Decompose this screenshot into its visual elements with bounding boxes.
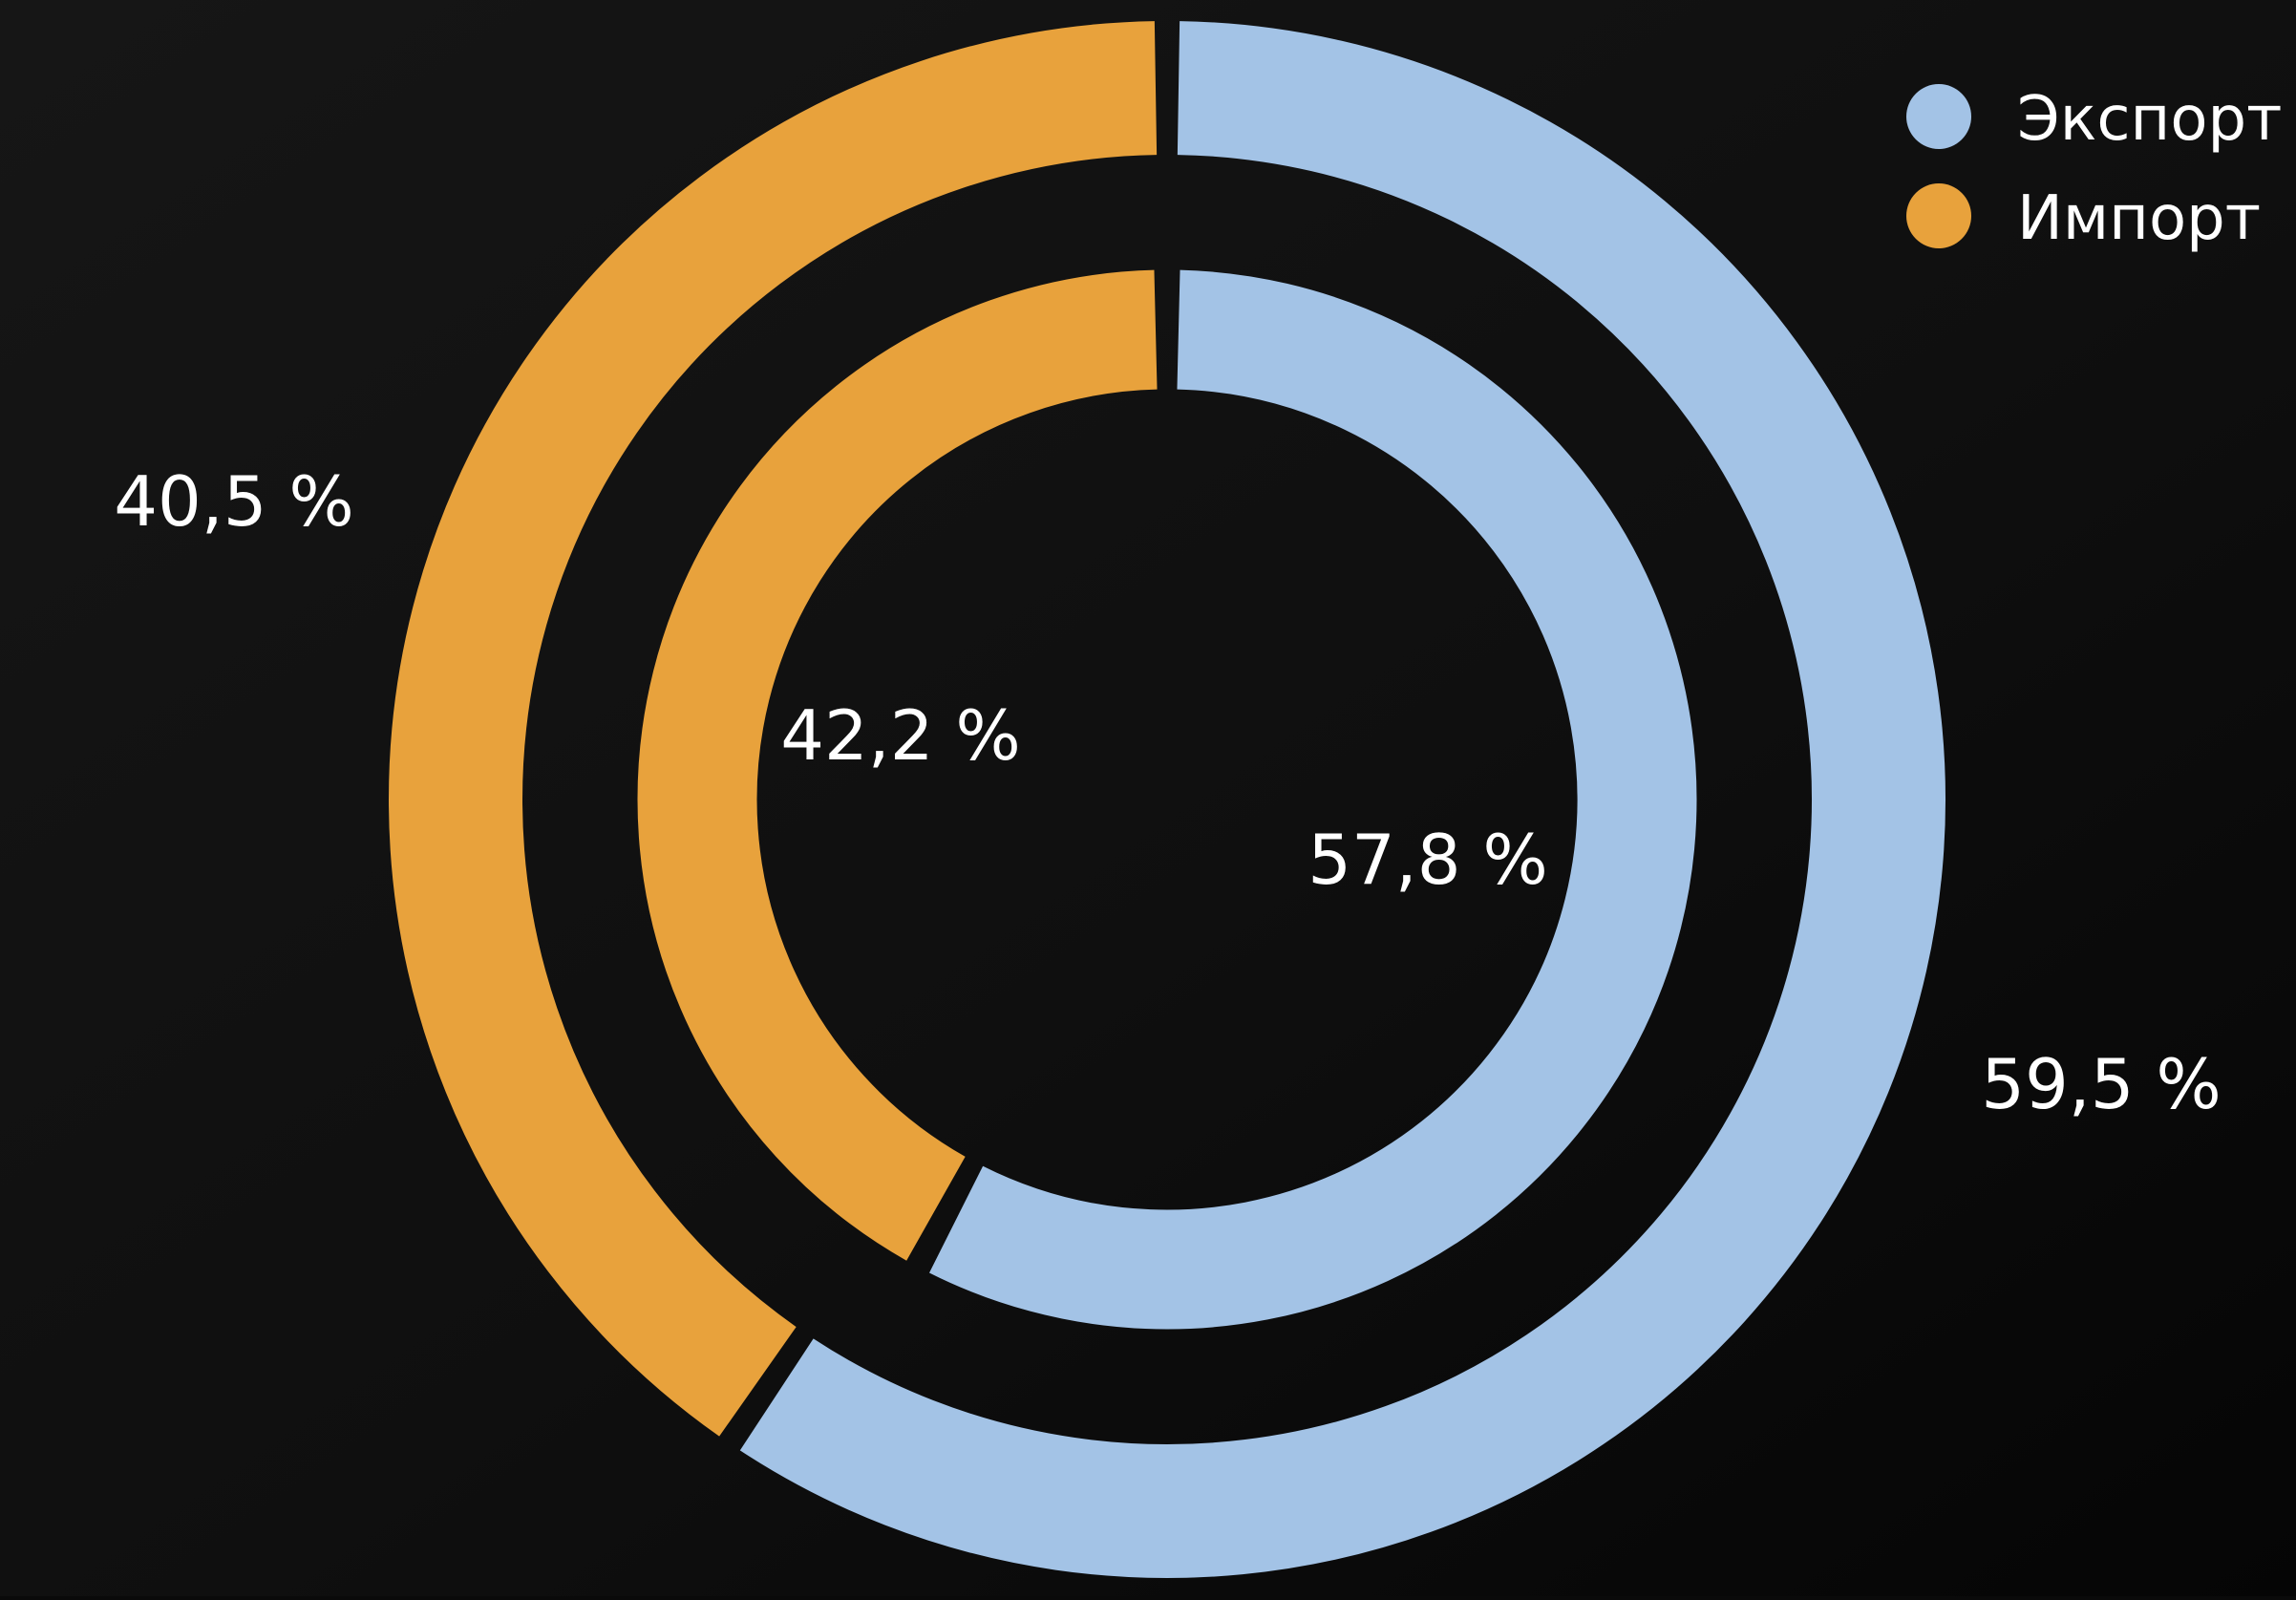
outer-ring-slice-import (389, 21, 1158, 1437)
data-labels-layer: 59,5 % 40,5 % 57,8 % 42,2 % (114, 461, 2222, 1124)
legend-item-export: Экспорт (1906, 84, 2282, 155)
legend-swatch-export (1906, 84, 1971, 149)
rings-layer (389, 21, 1945, 1578)
legend: Экспорт Импорт (1906, 84, 2282, 254)
inner-ring-slice-export (929, 269, 1697, 1330)
outer-ring-label-export: 59,5 % (1981, 1044, 2222, 1124)
inner-ring-slice-import (637, 269, 1158, 1261)
legend-label-import: Импорт (2017, 183, 2261, 254)
inner-ring-label-import: 42,2 % (780, 695, 1021, 776)
legend-swatch-import (1906, 183, 1971, 248)
outer-ring-slice-export (739, 21, 1945, 1578)
legend-label-export: Экспорт (2017, 84, 2282, 155)
legend-item-import: Импорт (1906, 183, 2261, 254)
outer-ring-label-import: 40,5 % (114, 461, 354, 542)
inner-ring-label-export: 57,8 % (1307, 820, 1548, 900)
